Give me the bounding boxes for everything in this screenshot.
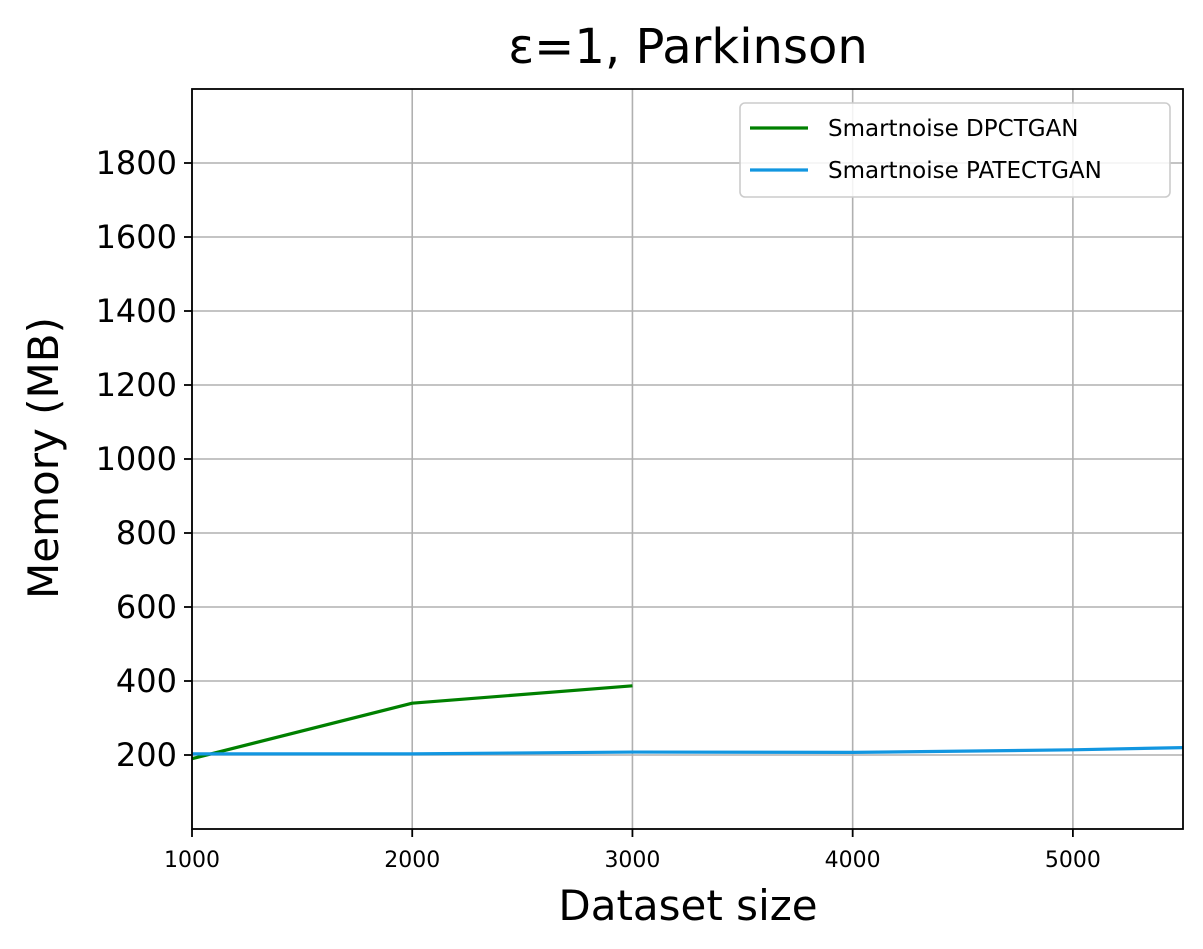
y-tick-label: 1200 [96, 366, 177, 404]
series-line-1 [191, 684, 633, 761]
y-tick-label: 200 [116, 736, 177, 774]
y-tick-label: 1400 [96, 292, 177, 330]
x-tick-label: 3000 [604, 848, 660, 873]
y-axis-label: Memory (MB) [19, 317, 68, 599]
legend-label: Smartnoise PATECTGAN [828, 158, 1102, 184]
axis-ticks: 1000 2000 3000 4000 5000 200 400 600 800 1000 1200… [96, 144, 1101, 873]
x-tick-label: 2000 [384, 848, 440, 873]
legend-label: Smartnoise DPCTGAN [828, 116, 1079, 142]
x-tick-label: 5000 [1045, 848, 1101, 873]
legend: Smartnoise DPCTGAN Smartnoise PATECTGAN [739, 102, 1171, 198]
grid-lines [191, 89, 1183, 829]
y-tick-label: 1600 [96, 218, 177, 256]
x-axis-label: Dataset size [558, 881, 817, 930]
legend-box [739, 102, 1171, 198]
series-line-2 [192, 746, 1184, 756]
x-tick-label: 4000 [825, 848, 881, 873]
y-tick-label: 400 [116, 662, 177, 700]
y-tick-label: 600 [116, 588, 177, 626]
x-tick-label: 1000 [164, 848, 220, 873]
y-tick-label: 800 [116, 514, 177, 552]
chart-title: ε=1, Parkinson [508, 19, 868, 75]
y-tick-label: 1800 [96, 144, 177, 182]
y-tick-label: 1000 [96, 440, 177, 478]
series-lines [191, 684, 1184, 761]
